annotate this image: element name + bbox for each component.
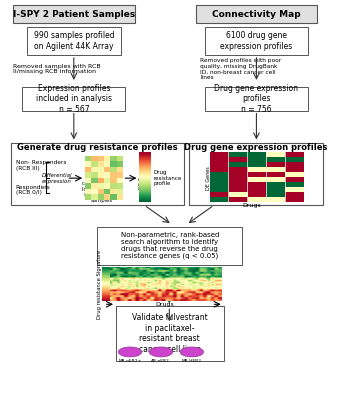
Text: Non- Responders
(RCB III): Non- Responders (RCB III) <box>16 160 66 171</box>
Text: Validate fulvestrant
in paclitaxel-
resistant breast
cancer cell lines: Validate fulvestrant in paclitaxel- resi… <box>132 314 208 354</box>
Ellipse shape <box>180 347 204 357</box>
Text: Drugs: Drugs <box>155 302 174 307</box>
Text: MR-nER2+: MR-nER2+ <box>118 359 142 363</box>
Text: Generate drug resistance profiles: Generate drug resistance profiles <box>17 143 178 152</box>
Text: Non-parametric, rank-based
search algorithm to identify
drugs that reverse the d: Non-parametric, rank-based search algori… <box>121 232 219 260</box>
Text: Drugs: Drugs <box>242 204 261 208</box>
Text: DE Genes: DE Genes <box>206 166 211 190</box>
Text: 990 samples profiled
on Agilent 44K Array: 990 samples profiled on Agilent 44K Arra… <box>33 32 114 51</box>
Text: Differential
expression: Differential expression <box>42 173 72 184</box>
Text: Removed profiles with poor
quality, missing DrugBank
ID, non-breast cancer cell
: Removed profiles with poor quality, miss… <box>200 58 281 80</box>
FancyBboxPatch shape <box>97 227 242 264</box>
FancyBboxPatch shape <box>22 87 125 111</box>
Text: Connectivity Map: Connectivity Map <box>212 10 301 19</box>
Text: Expression profiles
included in analysis
n = 567: Expression profiles included in analysis… <box>36 84 112 114</box>
FancyBboxPatch shape <box>11 143 184 205</box>
Text: Drug gene expression profiles: Drug gene expression profiles <box>184 143 327 152</box>
FancyBboxPatch shape <box>13 5 135 23</box>
Text: choose optimal
logFC cutoff for
separation of
samples: choose optimal logFC cutoff for separati… <box>82 181 122 203</box>
Text: 6100 drug gene
expression profiles: 6100 drug gene expression profiles <box>220 32 293 51</box>
Ellipse shape <box>149 347 173 357</box>
FancyBboxPatch shape <box>195 5 317 23</box>
Text: AR-nER2-: AR-nER2- <box>151 359 171 363</box>
FancyBboxPatch shape <box>116 306 224 361</box>
Text: MR-HER2: MR-HER2 <box>182 359 202 363</box>
Text: Drug
resistance
profile: Drug resistance profile <box>153 170 182 186</box>
FancyBboxPatch shape <box>189 143 323 205</box>
FancyBboxPatch shape <box>27 27 121 55</box>
FancyBboxPatch shape <box>205 87 308 111</box>
Text: Drug gene expression
profiles
n = 756: Drug gene expression profiles n = 756 <box>214 84 298 114</box>
Text: I-SPY 2 Patient Samples: I-SPY 2 Patient Samples <box>13 10 135 19</box>
FancyBboxPatch shape <box>205 27 308 55</box>
Text: Removed samples with RCB
II/missing RCB information: Removed samples with RCB II/missing RCB … <box>13 64 101 74</box>
Ellipse shape <box>118 347 142 357</box>
Text: DE Genes: DE Genes <box>139 165 144 189</box>
Text: Drug resistance Signature: Drug resistance Signature <box>97 250 102 319</box>
Text: Responders
(RCB 0/I): Responders (RCB 0/I) <box>16 185 50 196</box>
